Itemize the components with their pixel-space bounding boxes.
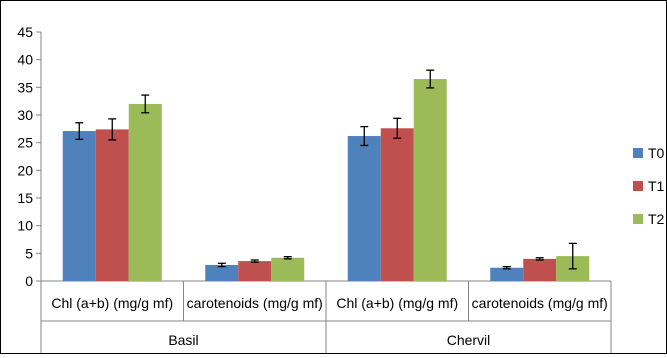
x-group-label: Basil xyxy=(168,332,198,348)
x-category-label: carotenoids (mg/g mf) xyxy=(472,295,608,311)
x-category-label: Chl (a+b) (mg/g mf) xyxy=(51,295,173,311)
x-category-label: carotenoids (mg/g mf) xyxy=(187,295,323,311)
legend-swatch-t1 xyxy=(633,181,643,191)
bar-t1 xyxy=(238,261,272,281)
bar-t1 xyxy=(523,258,557,281)
y-tick-label: 40 xyxy=(17,52,33,68)
x-group-label: Chervil xyxy=(447,332,491,348)
bar-t0 xyxy=(205,264,239,281)
y-tick-label: 30 xyxy=(17,107,33,123)
bar-t0 xyxy=(347,136,381,281)
bar-t2 xyxy=(271,257,305,281)
y-tick-label: 0 xyxy=(25,273,33,289)
legend-swatch-t2 xyxy=(633,214,643,224)
legend-label: T0 xyxy=(648,145,665,161)
y-tick-label: 45 xyxy=(17,24,33,40)
bar-t0 xyxy=(490,267,524,281)
bar-t2 xyxy=(128,103,162,281)
bar-t1 xyxy=(95,129,129,281)
x-category-label: Chl (a+b) (mg/g mf) xyxy=(336,295,458,311)
y-tick-label: 35 xyxy=(17,79,33,95)
y-tick-label: 25 xyxy=(17,135,33,151)
bar-t1 xyxy=(380,128,414,281)
legend-label: T1 xyxy=(648,178,665,194)
bar-t0 xyxy=(62,131,96,281)
bar-t2 xyxy=(413,79,447,282)
y-tick-label: 5 xyxy=(25,245,33,261)
y-tick-label: 10 xyxy=(17,218,33,234)
y-tick-label: 15 xyxy=(17,190,33,206)
legend-swatch-t0 xyxy=(633,148,643,158)
legend-label: T2 xyxy=(648,211,665,227)
y-tick-label: 20 xyxy=(17,162,33,178)
